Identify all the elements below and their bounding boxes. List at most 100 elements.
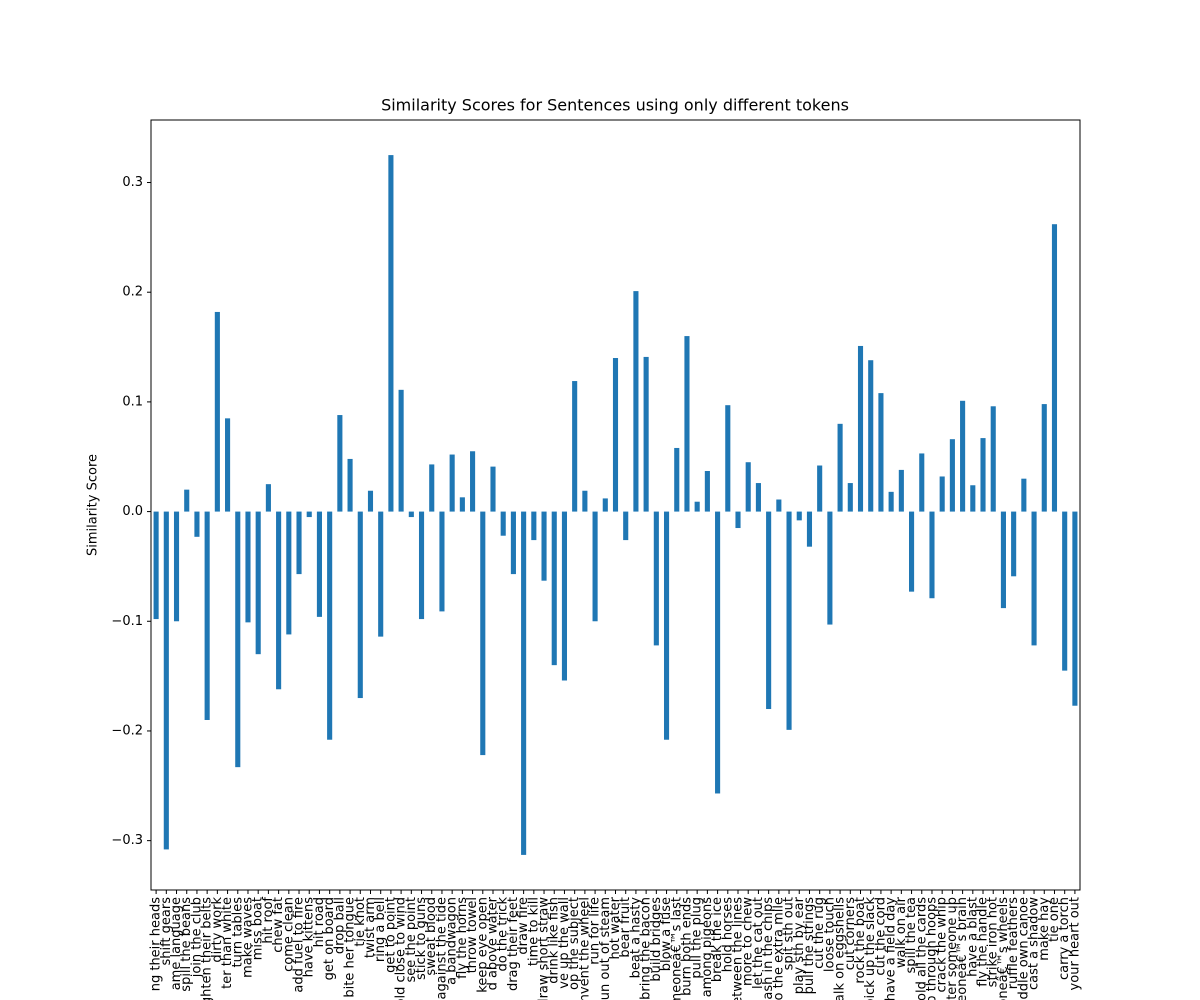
x-tick-label: op the subject bbox=[567, 897, 582, 990]
x-tick-label: pull the plug bbox=[690, 897, 705, 979]
bar bbox=[766, 511, 772, 710]
bar bbox=[173, 511, 180, 622]
x-tick-label: someoneâ€™s last bbox=[669, 897, 684, 1000]
x-tick-label: break the ice bbox=[710, 897, 725, 982]
bar bbox=[408, 511, 414, 518]
x-tick-label: let the cat out bbox=[751, 897, 766, 989]
bar bbox=[694, 501, 700, 512]
y-tick-label: −0.2 bbox=[111, 723, 143, 738]
x-tick-label: bite her tongue bbox=[343, 897, 358, 998]
x-tick-label: cut the cord bbox=[873, 897, 888, 976]
bar bbox=[1072, 511, 1078, 706]
bar bbox=[715, 511, 721, 794]
x-tick-label: run out of steam bbox=[598, 897, 613, 1000]
x-tick-label: ng their heads bbox=[149, 897, 164, 992]
x-tick-label: someoneâ€™s brain bbox=[955, 897, 970, 1000]
x-tick-label: walk on eggshells bbox=[833, 897, 848, 1000]
bar bbox=[684, 336, 690, 512]
x-tick-label: see the point bbox=[404, 897, 419, 983]
bar bbox=[1021, 478, 1027, 512]
bar bbox=[521, 511, 527, 855]
bar bbox=[674, 447, 680, 512]
x-tick-label: make hay bbox=[1037, 897, 1052, 961]
x-tick-label: ter than white bbox=[220, 897, 235, 989]
bar bbox=[776, 499, 782, 512]
x-tick-label: cash in the chips bbox=[761, 897, 776, 1000]
bar bbox=[806, 511, 813, 547]
x-tick-label: add fuel to fire bbox=[292, 897, 307, 993]
bar bbox=[1062, 511, 1068, 671]
x-tick-label: between the lines bbox=[731, 897, 746, 1000]
x-tick-label: drink like fish bbox=[547, 897, 562, 984]
x-tick-label: time to kill bbox=[526, 897, 541, 966]
bar bbox=[214, 311, 220, 512]
x-tick-label: get to point bbox=[383, 897, 398, 973]
bar bbox=[572, 381, 578, 512]
x-tick-label: beat a hasty bbox=[628, 897, 643, 979]
bar bbox=[960, 400, 966, 512]
x-tick-label: cut the rug bbox=[812, 897, 827, 969]
x-tick-label: more to chew bbox=[741, 897, 756, 986]
x-tick-label: hold close to wind bbox=[394, 897, 409, 1000]
x-tick-label: rock the boat bbox=[853, 897, 868, 984]
bar bbox=[306, 511, 312, 518]
bar bbox=[857, 345, 864, 512]
bar bbox=[796, 511, 802, 521]
bar bbox=[439, 511, 445, 612]
y-tick-label: −0.1 bbox=[111, 614, 143, 629]
x-tick-label: against the tide bbox=[434, 897, 449, 999]
bar bbox=[663, 511, 670, 740]
bar bbox=[286, 511, 292, 635]
x-tick-label: drop ball bbox=[332, 897, 347, 954]
bar bbox=[265, 484, 271, 512]
x-tick-label: get on board bbox=[322, 897, 337, 980]
x-tick-label: butter someone up bbox=[945, 897, 960, 1000]
x-tick-label: drag their feet bbox=[506, 897, 521, 991]
bar bbox=[919, 453, 925, 512]
x-tick-label: turn tables bbox=[230, 897, 245, 968]
bar bbox=[235, 511, 241, 768]
x-tick-label: someoneâ€™s wheels bbox=[996, 897, 1011, 1000]
bar bbox=[510, 511, 516, 575]
bar bbox=[939, 476, 945, 512]
x-tick-label: build bridges bbox=[649, 897, 664, 982]
x-tick-label: throw towel bbox=[465, 897, 480, 973]
bar bbox=[337, 415, 343, 512]
bar bbox=[378, 511, 384, 637]
bar bbox=[643, 356, 649, 512]
x-tick-label: hold all the cards bbox=[914, 897, 929, 1000]
bar bbox=[347, 458, 353, 512]
bar bbox=[786, 511, 792, 730]
bar bbox=[755, 483, 761, 512]
x-tick-label: tie one bbox=[1047, 897, 1062, 942]
bar bbox=[1041, 404, 1047, 512]
x-tick-label: run for life bbox=[588, 897, 603, 965]
x-tick-label: a bandwagon bbox=[445, 897, 460, 985]
bar bbox=[592, 511, 598, 622]
x-tick-label: ring a bell bbox=[373, 897, 388, 962]
bar bbox=[541, 511, 547, 581]
bar bbox=[470, 451, 476, 512]
bar bbox=[623, 511, 629, 541]
bar bbox=[612, 358, 619, 512]
x-tick-label: hot water bbox=[608, 896, 623, 959]
bar bbox=[163, 511, 169, 850]
bar bbox=[255, 511, 261, 655]
bar bbox=[551, 511, 557, 666]
x-tick-label: pull the strings bbox=[802, 897, 817, 995]
y-tick-label: 0.2 bbox=[122, 285, 143, 300]
x-tick-label: strike iron hot bbox=[986, 897, 1001, 987]
plot-frame bbox=[150, 119, 1081, 891]
bar bbox=[1051, 224, 1058, 512]
x-tick-label: have a blast bbox=[965, 897, 980, 977]
chart-title: Similarity Scores for Sentences using on… bbox=[381, 96, 849, 115]
x-tick-label: draw fire bbox=[516, 897, 531, 955]
x-tick-label: your heart out bbox=[1067, 897, 1082, 990]
x-tick-label: twist arm bbox=[363, 897, 378, 958]
x-tick-label: jump through hoops bbox=[924, 897, 939, 1000]
x-tick-label: burn both ends bbox=[679, 897, 694, 996]
x-tick-label: do the trick bbox=[496, 897, 511, 972]
bar bbox=[970, 485, 976, 512]
y-tick-label: 0.1 bbox=[122, 394, 143, 409]
x-tick-label: go the extra mile bbox=[771, 897, 786, 1000]
